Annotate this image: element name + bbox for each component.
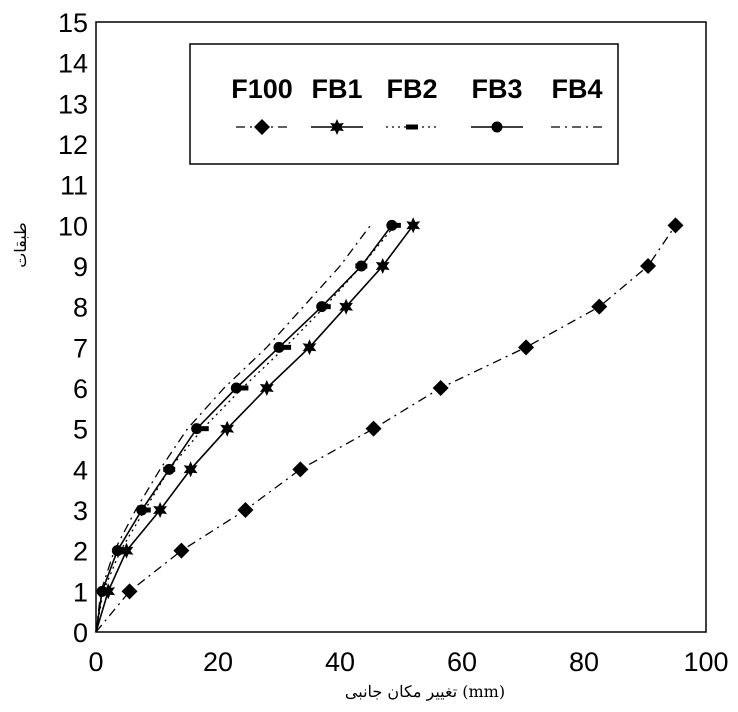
series-line-fb4 [95,224,372,633]
series-fb3 [95,219,398,633]
legend-label: FB3 [471,74,522,104]
x-tick-label: 100 [683,647,728,677]
point-fb1 [153,502,167,518]
x-axis-label: تغییر مکان جانبی (mm) [345,682,505,701]
y-tick-label: 13 [58,89,88,119]
y-tick-label: 5 [73,415,88,445]
x-tick-label: 60 [447,647,477,677]
point-f100 [292,461,309,478]
series-layer [95,217,684,633]
x-tick-label: 80 [569,647,599,677]
x-tick-label: 20 [203,647,233,677]
series-fb1 [95,217,421,633]
series-line-f100 [95,224,677,633]
point-fb1 [220,420,235,437]
point-fb2 [196,426,209,432]
point-fb2 [236,385,249,391]
y-tick-label: 10 [58,211,88,241]
point-fb3 [386,219,398,231]
point-fb3 [163,463,175,475]
legend-label: FB4 [551,74,602,104]
legend-item-fb4: FB4 [551,74,603,128]
legend-item-f100: F100 [231,74,293,135]
legend-marker [406,124,418,130]
y-tick-label: 0 [73,618,88,648]
point-fb1 [302,339,317,356]
point-f100 [518,339,535,356]
legend-marker [330,119,344,135]
point-fb2 [279,344,292,350]
point-f100 [173,542,190,559]
legend-box [189,43,619,165]
y-tick-label: 12 [58,130,88,160]
x-tick-label: 0 [88,647,103,677]
point-f100 [591,298,608,315]
y-tick-label: 15 [58,8,88,38]
point-fb3 [96,585,108,597]
point-fb1 [119,542,134,559]
y-axis-label: طبقات [11,222,30,268]
point-fb1 [339,298,353,315]
x-tick-label: 40 [325,647,355,677]
y-tick-label: 6 [73,374,88,404]
legend-item-fb1: FB1 [311,74,363,135]
y-tick-label: 8 [73,293,88,323]
legend-marker [491,121,503,133]
legend-label: FB2 [386,74,437,104]
y-tick-label: 4 [73,455,88,485]
point-fb1 [259,380,274,396]
series-f100 [95,217,684,633]
y-tick-label: 7 [73,333,88,363]
point-fb3 [355,260,367,272]
point-f100 [237,502,254,518]
point-fb1 [375,258,390,274]
y-tick-label: 2 [73,537,88,567]
y-tick-label: 11 [60,171,88,201]
point-fb3 [111,545,123,557]
legend-item-fb2: FB2 [386,74,438,130]
legend-item-fb3: FB3 [471,74,523,133]
series-fb4 [95,224,372,633]
x-axis-ticks: 0 20 40 60 80 100 [88,647,728,677]
point-fb1 [406,217,421,234]
point-fb3 [191,423,203,435]
point-f100 [432,380,449,396]
point-fb3 [316,301,328,313]
y-tick-label: 3 [73,496,88,526]
point-fb1 [183,461,198,478]
point-f100 [640,258,657,274]
legend-label: FB1 [311,74,362,104]
point-fb3 [136,504,148,516]
legend-marker [254,119,270,135]
y-tick-label: 14 [58,49,88,79]
point-fb3 [273,341,285,353]
point-f100 [365,420,382,437]
y-tick-label: 1 [73,577,88,607]
point-f100 [121,583,138,600]
point-f100 [667,217,684,234]
legend-label: F100 [231,74,293,104]
y-tick-label: 9 [73,252,88,282]
point-fb3 [230,382,242,394]
legend: F100 FB1 FB2 FB3 FB4 [189,43,619,165]
